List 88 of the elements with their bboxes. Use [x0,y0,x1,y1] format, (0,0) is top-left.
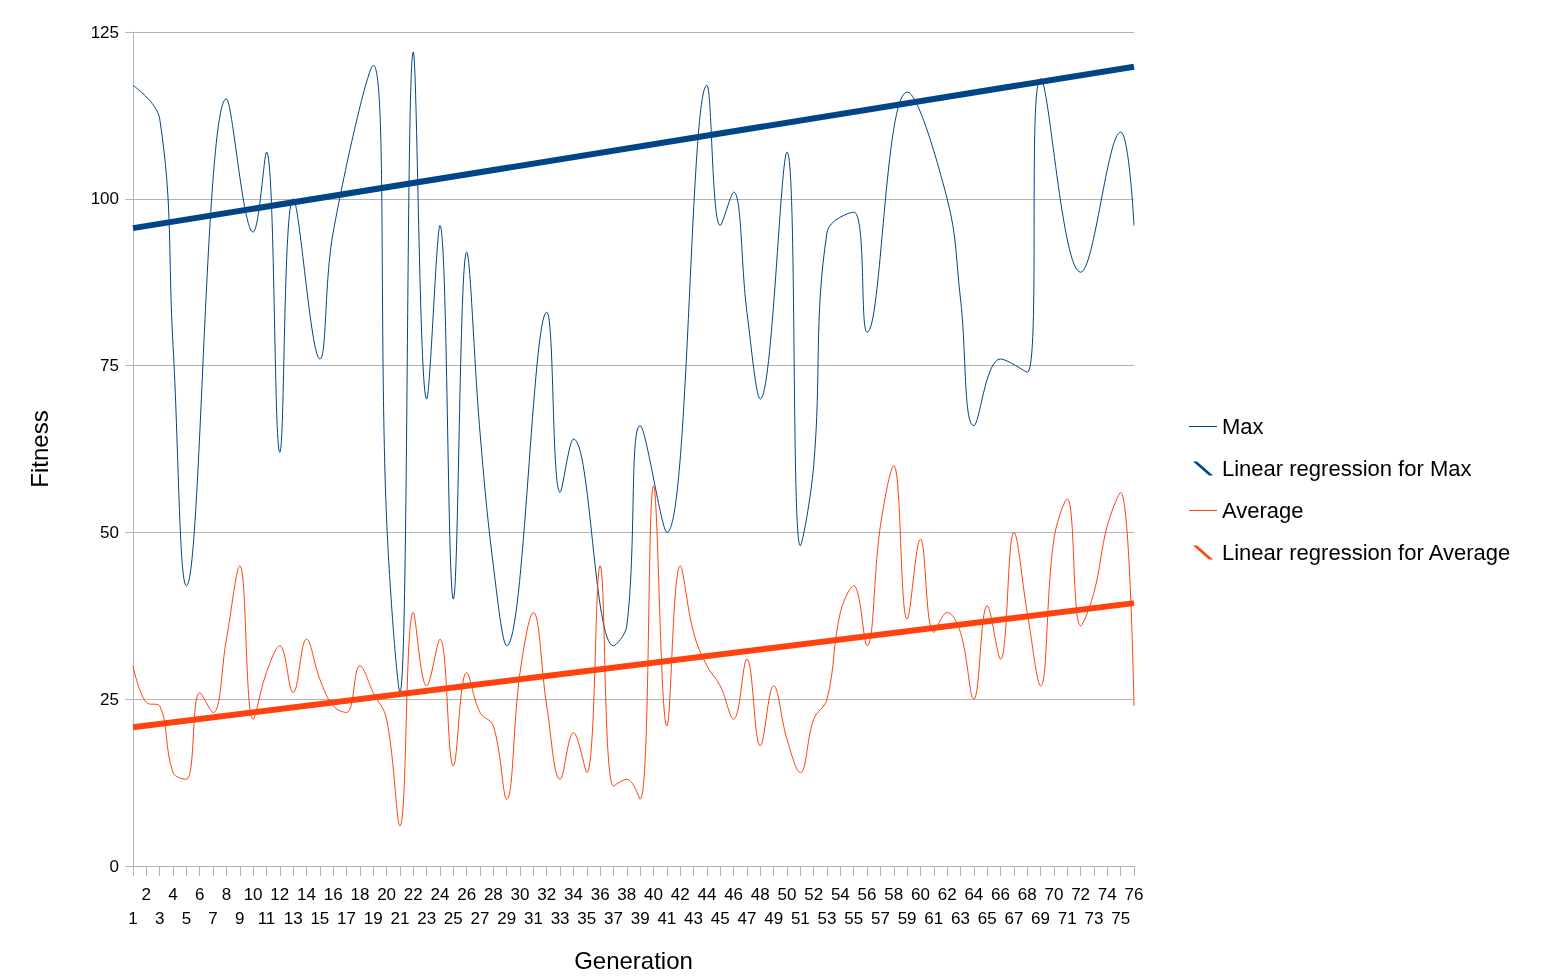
x-tick-label: 36 [590,884,610,904]
x-tick-label: 18 [350,884,370,904]
x-tick-label: 39 [630,908,650,928]
x-tick-label: 31 [523,908,543,928]
legend-label: Max [1222,414,1264,439]
x-tick-label: 55 [844,908,864,928]
x-tick-label: 62 [937,884,957,904]
x-tick-label: 15 [310,908,330,928]
x-tick-label: 42 [670,884,690,904]
x-tick-label: 76 [1124,884,1144,904]
x-tick-label: 58 [884,884,904,904]
x-tick-label: 49 [764,908,784,928]
y-tick-label: 75 [100,356,119,376]
legend-label: Linear regression for Average [1222,540,1511,565]
x-tick-label: 32 [537,884,557,904]
y-tick-label: 0 [109,856,119,876]
x-tick-label: 21 [390,908,410,928]
x-tick-label: 26 [457,884,477,904]
x-tick-label: 51 [790,908,810,928]
x-tick-label: 44 [697,884,717,904]
y-tick-label: 100 [90,189,119,209]
y-axis-title: Fitness [25,410,53,488]
x-tick-label: 9 [235,908,245,928]
x-tick-label: 72 [1071,884,1091,904]
x-tick-label: 75 [1111,908,1131,928]
x-tick-label: 13 [283,908,303,928]
x-tick-label: 73 [1084,908,1104,928]
x-tick-label: 69 [1031,908,1051,928]
x-tick-label: 71 [1057,908,1077,928]
x-tick-label: 61 [924,908,944,928]
x-tick-label: 38 [617,884,637,904]
x-tick-label: 68 [1017,884,1037,904]
x-tick-label: 29 [497,908,517,928]
x-tick-label: 11 [257,908,276,928]
x-tick-label: 63 [951,908,970,928]
x-tick-label: 4 [168,884,178,904]
x-tick-label: 8 [221,884,232,904]
x-tick-label: 47 [737,908,757,928]
x-tick-label: 19 [363,908,383,928]
x-tick-label: 64 [964,884,984,904]
y-tick-label: 50 [100,522,119,542]
x-tick-label: 48 [750,884,770,904]
x-tick-label: 35 [577,908,597,928]
legend-label: Average [1222,498,1304,523]
y-tick-label: 25 [100,689,119,709]
x-tick-label: 14 [297,884,316,904]
x-tick-label: 12 [270,884,290,904]
x-tick-label: 43 [684,908,704,928]
x-tick-label: 2 [141,884,152,904]
x-tick-label: 41 [657,908,677,928]
x-tick-label: 24 [430,884,450,904]
x-tick-label: 67 [1004,908,1024,928]
x-tick-label: 53 [817,908,837,928]
x-tick-label: 3 [154,908,165,928]
x-tick-label: 56 [857,884,877,904]
x-tick-label: 22 [403,884,423,904]
x-tick-label: 52 [804,884,824,904]
x-tick-label: 27 [470,908,490,928]
x-tick-label: 23 [417,908,437,928]
x-tick-label: 20 [377,884,397,904]
x-tick-label: 70 [1044,884,1064,904]
x-tick-label: 5 [181,908,192,928]
x-tick-label: 17 [337,908,357,928]
x-tick-label: 46 [724,884,744,904]
x-tick-label: 25 [443,908,463,928]
x-tick-label: 66 [991,884,1010,904]
x-tick-label: 40 [644,884,663,904]
x-tick-label: 33 [550,908,570,928]
x-tick-label: 45 [710,908,730,928]
x-tick-label: 50 [777,884,797,904]
legend-label: Linear regression for Max [1222,456,1472,481]
x-tick-label: 6 [195,884,205,904]
x-tick-label: 54 [830,884,850,904]
x-tick-label: 1 [128,908,138,928]
x-tick-label: 10 [243,884,263,904]
x-tick-label: 65 [977,908,997,928]
x-tick-label: 57 [870,908,890,928]
x-tick-label: 30 [510,884,530,904]
x-tick-label: 7 [208,908,218,928]
x-tick-label: 59 [897,908,917,928]
x-tick-label: 34 [563,884,583,904]
x-tick-label: 37 [604,908,623,928]
x-tick-label: 74 [1097,884,1117,904]
x-tick-label: 28 [483,884,503,904]
x-axis-title: Generation [574,946,693,974]
y-tick-label: 125 [90,22,119,42]
x-tick-label: 60 [910,884,930,904]
x-tick-label: 16 [323,884,343,904]
